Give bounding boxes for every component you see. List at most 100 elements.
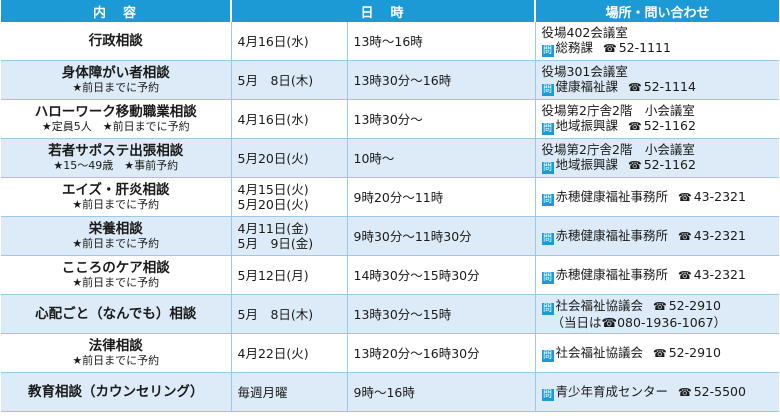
table-row: こころのケア相談 ★前日までに予約 5月12日(月) 14時30分～15時30分 問赤穂… [1,255,780,295]
inquiry-badge-icon: 問 [541,45,554,57]
contact-cell: 役場第2庁舎2階 小会議室問地域振興課 ☎ 52-1162 [535,99,780,139]
contact-name: 健康福祉課 [555,79,619,94]
inquiry-badge-icon: 問 [541,303,554,315]
place-text: 役場第2庁舎2階 小会議室 [541,103,695,118]
phone-number: 52-2910 [668,344,721,360]
time-text: 13時30分～ [353,111,423,127]
service-note: ★前日までに予約 [72,81,160,94]
time-cell: 10時～ [347,138,536,178]
phone-icon: ☎ [653,300,667,313]
service-title: 法律相談 [88,338,143,354]
contact-name: 青少年育成センター [555,383,669,399]
date-text: 5月20日(火) [237,197,309,212]
contact-line: 問赤穂健康福祉事務所 ☎ 43-2321 [541,189,774,206]
service-title: 心配ごと（なんでも）相談 [35,305,197,322]
time-text: 9時～16時 [353,384,415,400]
service-title: ハローワーク移動職業相談 [34,104,197,120]
place-text: 役場402会議室 [541,25,628,40]
service-note: ★定員5人 ★前日までに予約 [41,120,190,133]
contact-cell: 役場402会議室問総務課 ☎ 52-1111 [535,22,780,61]
time-cell: 9時～16時 [347,372,536,412]
contact-name: 地域振興課 [555,118,619,133]
service-title: エイズ・肝炎相談 [61,182,170,198]
service-title: 若者サポステ出張相談 [48,143,184,159]
phone-icon: ☎ [628,120,642,133]
time-text: 13時30分～16時 [353,72,452,88]
date-text: 4月16日(水) [237,33,309,49]
contact-cell: 問赤穂健康福祉事務所 ☎ 43-2321 [535,255,780,295]
table-row: 行政相談 4月16日(水) 13時～16時 役場402会議室問総務課 ☎ 52-1111 [1,22,780,61]
date-text: 5月12日(月) [237,267,309,283]
date-text: 4月15日(火) [237,182,309,197]
service-note: ★前日までに予約 [72,276,160,289]
table-row: 若者サポステ出張相談 ★15～49歳 ★事前予約 5月20日(火) 10時～ 役場第2庁… [1,138,780,178]
place-text: 役場第2庁舎2階 小会議室 [541,142,695,157]
time-text: 13時30分～15時 [353,306,452,322]
service-title: こころのケア相談 [61,260,170,276]
contact-cell: 問青少年育成センター ☎ 52-5500 [535,372,780,412]
contact-cell: 問赤穂健康福祉事務所 ☎ 43-2321 [535,216,780,256]
date-text: 4月16日(水) [237,111,309,127]
service-cell: 行政相談 [1,22,232,61]
phone-icon: ☎ [678,268,692,282]
contact-cell: 問赤穂健康福祉事務所 ☎ 43-2321 [535,177,780,217]
service-cell: 栄養相談 ★前日までに予約 [1,216,232,256]
service-title: 栄養相談 [88,221,143,237]
date-cell: 4月16日(水) [231,22,348,61]
contact-cell: 役場301会議室問健康福祉課 ☎ 52-1114 [535,60,780,100]
contact-cell: 問社会福祉協議会 ☎ 52-2910 [535,333,780,373]
time-cell: 13時30分～15時 [347,294,536,334]
service-cell: 心配ごと（なんでも）相談 [1,294,232,334]
phone-number: 52-5500 [693,383,746,399]
phone-icon: ☎ [628,159,642,172]
service-cell: 教育相談（カウンセリング） [1,372,232,412]
time-cell: 13時～16時 [347,22,536,61]
phone-icon: ☎ [678,190,692,204]
date-cell: 5月20日(火) [231,138,348,178]
service-cell: 法律相談 ★前日までに予約 [1,333,232,373]
time-cell: 13時20分～16時30分 [347,333,536,373]
time-cell: 9時20分～11時 [347,177,536,217]
phone-icon: ☎ [678,229,692,243]
service-cell: 身体障がい者相談 ★前日までに予約 [1,60,232,100]
phone-number: 52-2910 [668,298,721,313]
date-cell: 5月 8日(木) [231,60,348,100]
contact-line: 問健康福祉課 ☎ 52-1114 [541,79,774,96]
phone-number: 43-2321 [693,227,746,243]
time-text: 9時30分～11時30分 [353,228,472,244]
inquiry-badge-icon: 問 [541,232,554,245]
contact-name: 社会福祉協議会 [555,298,644,313]
table-row: エイズ・肝炎相談 ★前日までに予約 4月15日(火) 5月20日(火) 9時20分～11… [1,177,780,217]
contact-line: 問総務課 ☎ 52-1111 [541,40,774,57]
phone-number: 52-1111 [618,40,671,55]
time-cell: 14時30分～15時30分 [347,255,536,295]
date-text: 5月 9日(金) [237,236,314,251]
phone-number: 43-2321 [693,266,746,282]
service-cell: 若者サポステ出張相談 ★15～49歳 ★事前予約 [1,138,232,178]
service-cell: ハローワーク移動職業相談 ★定員5人 ★前日までに予約 [1,99,232,139]
date-text: 4月22日(火) [237,345,309,361]
time-text: 10時～ [353,150,395,166]
contact-line: 問青少年育成センター ☎ 52-5500 [541,383,774,401]
date-cell: 5月12日(月) [231,255,348,295]
date-text: 5月20日(火) [237,150,309,166]
place-text: 役場301会議室 [541,64,628,79]
contact-line: 問地域振興課 ☎ 52-1162 [541,118,774,135]
contact-name: 社会福祉協議会 [555,344,644,360]
contact-line: 問社会福祉協議会 ☎ 52-2910 [541,298,774,315]
date-text: 毎週月曜 [237,384,288,400]
table-row: 栄養相談 ★前日までに予約 4月11日(金) 5月 9日(金) 9時30分～11時30分… [1,216,780,256]
time-cell: 13時30分～16時 [347,60,536,100]
service-note: ★前日までに予約 [72,354,160,367]
time-cell: 13時30分～ [347,99,536,139]
time-text: 13時～16時 [353,33,423,49]
date-cell: 毎週月曜 [231,372,348,412]
date-cell: 4月22日(火) [231,333,348,373]
extra-phone: （当日は☎080-1936-1067） [551,315,727,330]
phone-icon: ☎ [678,385,692,399]
table-row: 教育相談（カウンセリング） 毎週月曜 9時～16時 問青少年育成センター ☎ 52-550… [1,372,780,412]
inquiry-badge-icon: 問 [541,349,554,362]
contact-line: 問赤穂健康福祉事務所 ☎ 43-2321 [541,227,774,245]
contact-name: 赤穂健康福祉事務所 [555,266,669,282]
